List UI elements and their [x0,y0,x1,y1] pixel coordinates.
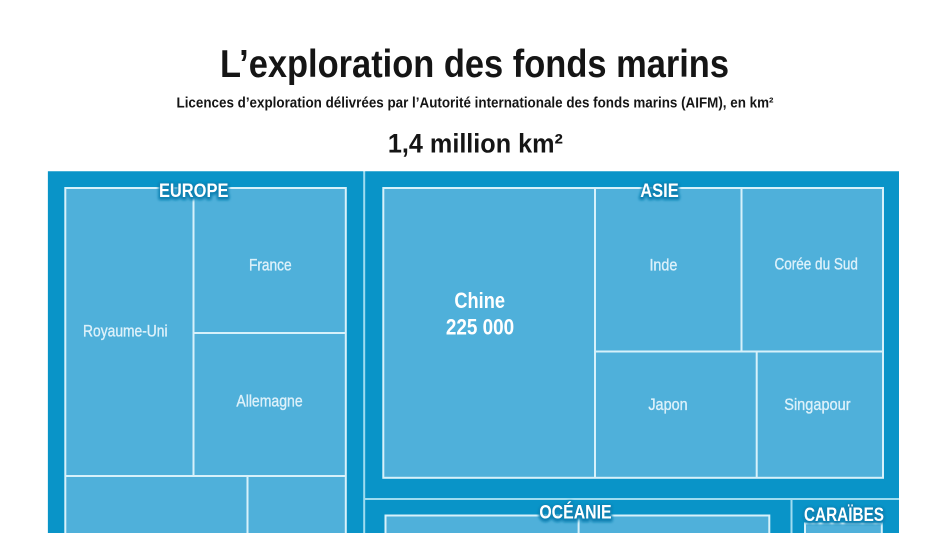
svg-text:CARAÏBES: CARAÏBES [804,503,884,526]
svg-text:Royaume-Uni: Royaume-Uni [83,322,168,340]
svg-text:CARAÏBES: CARAÏBES [804,504,884,527]
svg-text:Inde: Inde [649,256,677,274]
svg-text:Allemagne: Allemagne [236,392,302,410]
svg-text:1,4 million km²: 1,4 million km² [388,128,563,158]
svg-text:Singapour: Singapour [784,396,851,414]
svg-text:Chine: Chine [454,288,505,313]
svg-text:Licences d’exploration délivré: Licences d’exploration délivrées par l’A… [177,96,774,112]
svg-text:OCÉANIE: OCÉANIE [539,501,611,524]
svg-text:OCÉANIE: OCÉANIE [539,502,611,525]
svg-text:Japon: Japon [648,396,687,414]
svg-text:EUROPE: EUROPE [159,180,229,202]
svg-text:ASIE: ASIE [640,181,679,203]
svg-text:L’exploration des fonds marins: L’exploration des fonds marins [220,43,729,86]
svg-text:Corée du Sud: Corée du Sud [775,256,858,274]
svg-text:EUROPE: EUROPE [159,181,229,203]
svg-text:225 000: 225 000 [446,314,514,339]
svg-text:France: France [249,256,292,274]
svg-text:ASIE: ASIE [640,180,679,202]
